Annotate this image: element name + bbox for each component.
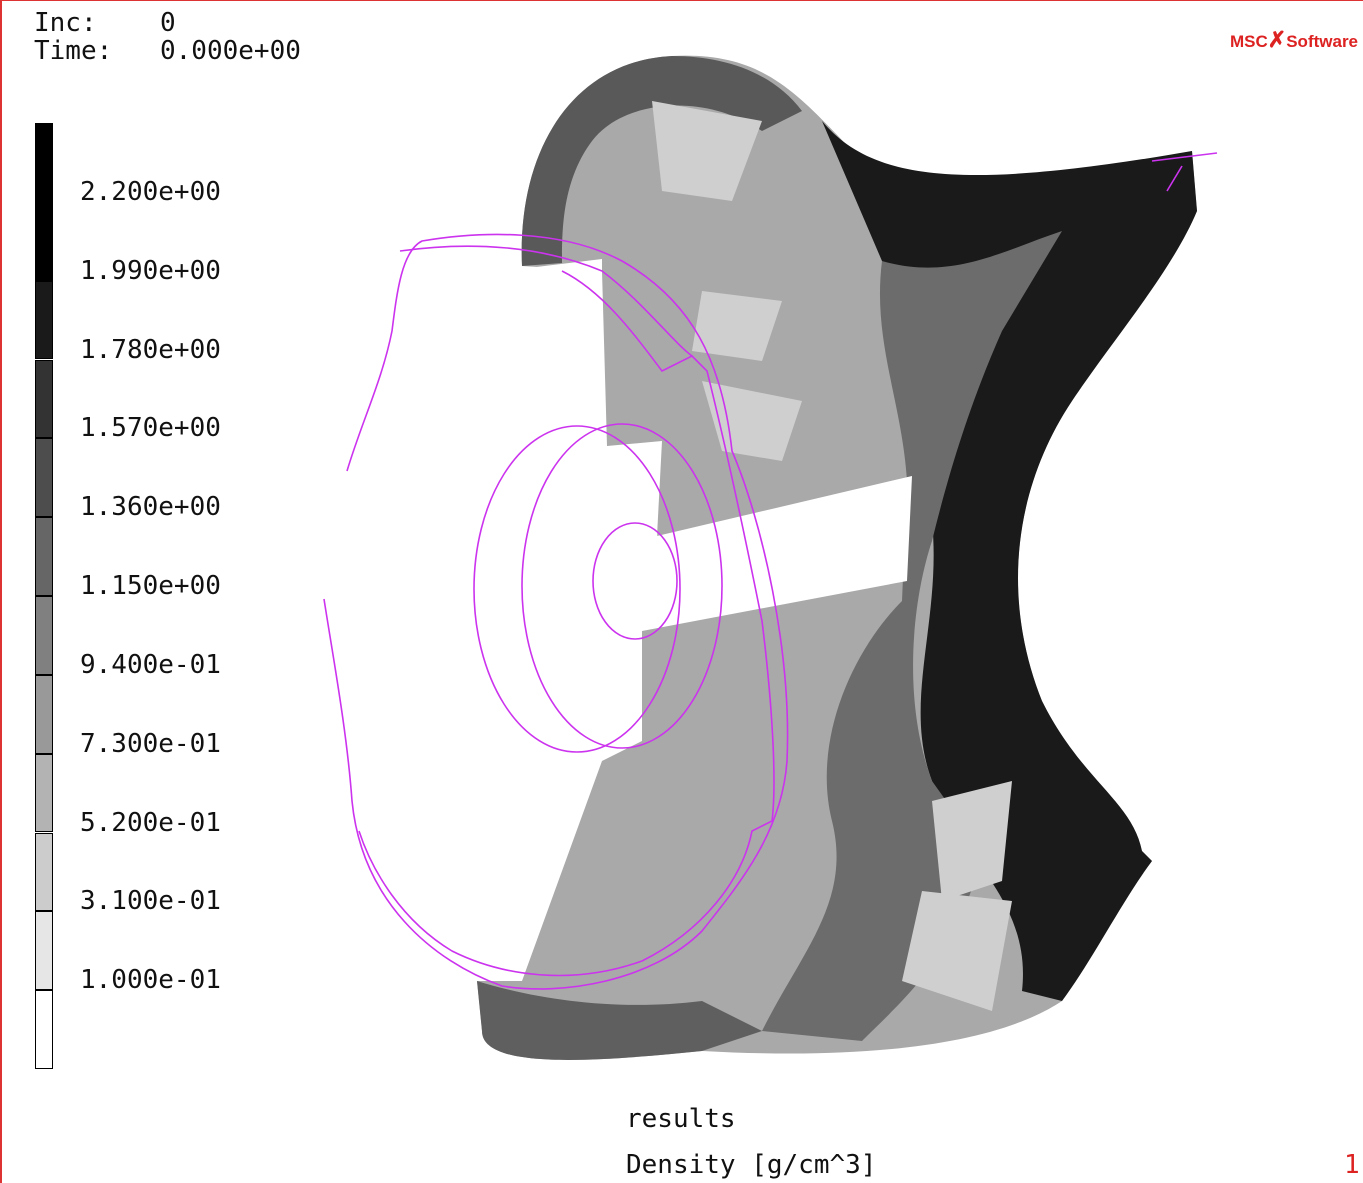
viewport: Inc: 0 Time: 0.000e+00 MSC✗Software 2.20… — [0, 0, 1363, 1183]
inc-value: 0 — [160, 9, 176, 37]
legend-band — [35, 911, 53, 990]
legend-band — [35, 833, 53, 912]
footer-index: 1 — [1344, 1151, 1360, 1179]
time-value: 0.000e+00 — [160, 37, 301, 65]
logo: MSC✗Software — [1230, 27, 1358, 53]
legend-band — [35, 123, 53, 202]
legend-band — [35, 202, 53, 281]
legend-label: 1.570e+00 — [80, 414, 221, 442]
legend-band — [35, 596, 53, 675]
legend-label: 9.400e-01 — [80, 651, 221, 679]
legend-band — [35, 990, 53, 1069]
legend-label: 3.100e-01 — [80, 887, 221, 915]
legend-band — [35, 517, 53, 596]
cut-gap-left — [607, 441, 662, 541]
logo-left: MSC — [1230, 32, 1268, 51]
legend-label: 1.780e+00 — [80, 336, 221, 364]
legend-band — [35, 754, 53, 833]
footer-line1: results — [626, 1105, 736, 1133]
legend-label: 7.300e-01 — [80, 730, 221, 758]
legend-label: 1.360e+00 — [80, 493, 221, 521]
logo-right: Software — [1286, 32, 1358, 51]
legend-label: 1.150e+00 — [80, 572, 221, 600]
time-label: Time: — [34, 37, 112, 65]
legend-band — [35, 281, 53, 360]
legend-band — [35, 675, 53, 754]
footer-line2: Density [g/cm^3] — [626, 1151, 876, 1179]
legend-label: 2.200e+00 — [80, 178, 221, 206]
logo-mark: ✗ — [1268, 27, 1286, 52]
inc-label: Inc: — [34, 9, 97, 37]
legend-label: 1.990e+00 — [80, 257, 221, 285]
legend-band — [35, 360, 53, 439]
legend-label: 1.000e-01 — [80, 966, 221, 994]
legend-band — [35, 438, 53, 517]
legend-label: 5.200e-01 — [80, 809, 221, 837]
